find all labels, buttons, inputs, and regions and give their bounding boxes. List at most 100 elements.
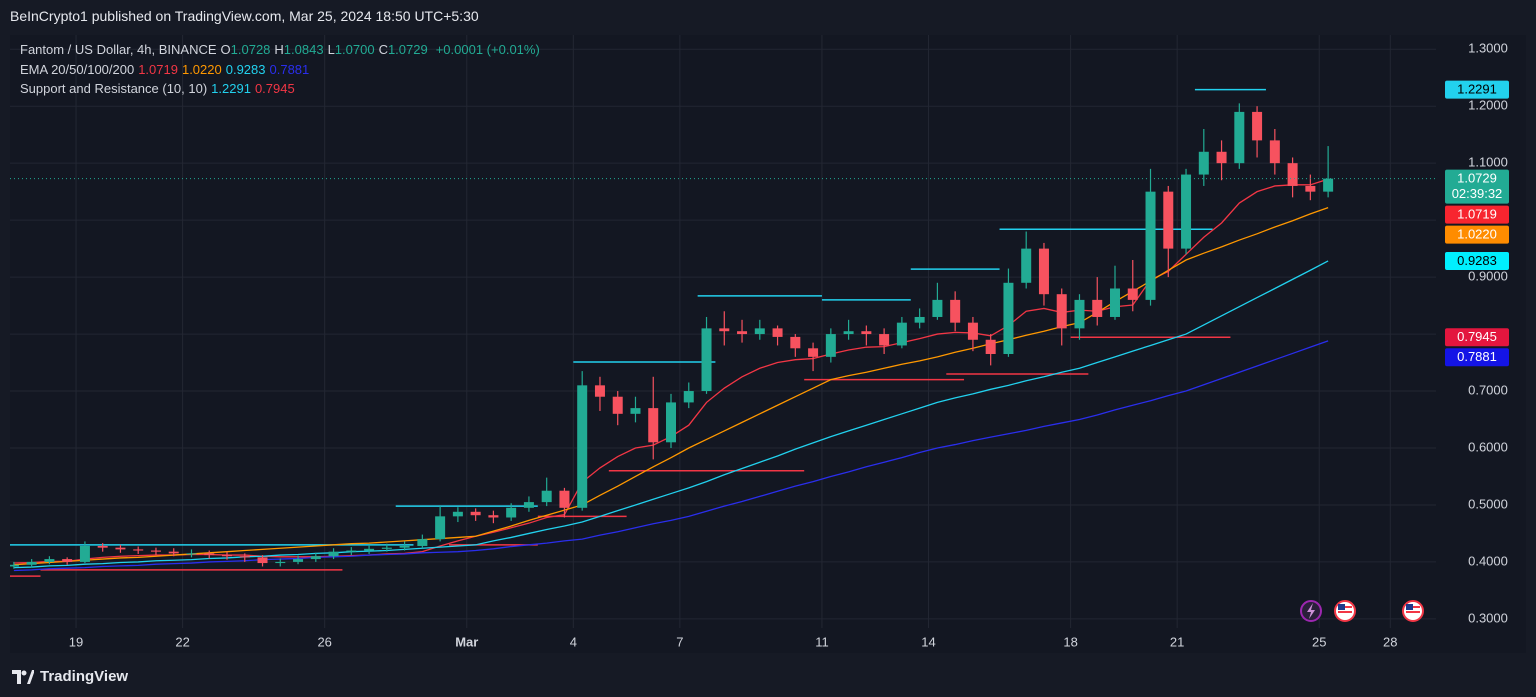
candle-body [1269, 140, 1280, 164]
price-tag-label: 1.0729 [1457, 171, 1497, 186]
x-tick-label: 25 [1312, 634, 1326, 649]
price-tag-label: 1.0220 [1457, 227, 1497, 242]
ema-value: 0.9283 [225, 61, 266, 77]
price-tag-label: 1.2291 [1457, 82, 1497, 97]
ohlc: O1.0728 H1.0843 L1.0700 C1.0729 [221, 42, 432, 57]
candle-body [985, 339, 996, 355]
y-tick-label: 0.4000 [1468, 553, 1508, 568]
candle-body [488, 515, 499, 518]
sr-title: Support and Resistance (10, 10) [20, 81, 208, 96]
candle-body [1074, 299, 1085, 329]
candle-body [523, 502, 534, 508]
price-tag-label: 0.7881 [1457, 349, 1497, 364]
candle-body [541, 490, 552, 503]
candle-body [506, 507, 517, 518]
price-tag [1445, 205, 1509, 224]
sr-value: 0.7945 [254, 81, 295, 96]
ema-values: 1.0719 1.0220 0.9283 0.7881 [138, 62, 313, 77]
candle-body [26, 561, 37, 565]
legend: Fantom / US Dollar, 4h, BINANCE O1.0728 H1… [20, 40, 544, 99]
candle-body [1305, 185, 1316, 192]
candle-body [97, 545, 108, 548]
price-tag [1445, 348, 1509, 367]
ema-line [13, 340, 1329, 572]
ohlc-key: C [378, 42, 388, 57]
y-tick-label: 0.7000 [1468, 382, 1508, 397]
ema-title: EMA 20/50/100/200 [20, 61, 135, 77]
candle-body [719, 328, 730, 332]
price-tag [1445, 169, 1509, 204]
x-tick-label: 18 [1063, 634, 1077, 649]
x-tick-label: 4 [570, 634, 577, 649]
candle-body [648, 408, 659, 443]
candle-body [435, 516, 446, 540]
countdown: 02:39:32 [1452, 186, 1503, 201]
candle-body [204, 553, 215, 556]
x-tick-label: 28 [1383, 634, 1397, 649]
legend-row: EMA 20/50/100/200 1.0719 1.0220 0.9283 0.788… [20, 60, 544, 80]
candle-body [328, 551, 339, 557]
candle-body [346, 550, 357, 552]
x-tick-label: 19 [69, 634, 83, 649]
candle-body [364, 548, 375, 551]
y-tick-label: 1.1000 [1468, 155, 1508, 170]
candle-body [808, 348, 819, 357]
price-tag-label: 0.9283 [1457, 253, 1497, 268]
symbol: Fantom / US Dollar, 4h, BINANCE [20, 42, 217, 57]
candle-body [843, 331, 854, 335]
candle-body [133, 549, 144, 551]
x-tick-label: 11 [815, 634, 829, 649]
candle-body [967, 322, 978, 340]
brand: TradingView [40, 668, 129, 685]
y-tick-label: 0.3000 [1468, 610, 1508, 625]
x-tick-label: 21 [1170, 634, 1184, 649]
candle-body [577, 385, 588, 508]
price-tag [1445, 225, 1509, 244]
candle-body [1110, 288, 1120, 317]
ema-value: 1.0719 [138, 61, 178, 77]
ohlc-value: 1.0700 [334, 42, 375, 57]
price-tag-label: 1.0719 [1457, 207, 1497, 222]
x-tick-label: Mar [455, 634, 478, 649]
price-tag-label: 0.7945 [1457, 329, 1497, 344]
y-tick-label: 0.9000 [1468, 269, 1508, 284]
candle-body [1145, 191, 1156, 300]
sr-values: 1.2291 0.7945 [211, 81, 299, 96]
candle-body [62, 559, 73, 562]
price-tag [1445, 251, 1509, 270]
candle-body [293, 559, 304, 562]
candle-body [239, 556, 250, 558]
y-tick-label: 0.6000 [1468, 439, 1508, 454]
candle-body [186, 553, 197, 555]
candle-body [932, 299, 943, 317]
candle-body [914, 316, 925, 323]
candle-body [1127, 288, 1138, 300]
change: +0.0001 (+0.01%) [435, 42, 540, 57]
ohlc-value: 1.0843 [283, 42, 324, 57]
footer: TradingView [12, 668, 128, 685]
x-tick-label: 26 [317, 634, 331, 649]
ohlc-value: 1.0729 [387, 42, 428, 57]
x-tick-label: 14 [921, 634, 935, 649]
candle-body [1021, 248, 1032, 283]
event-icons[interactable] [1300, 600, 1424, 622]
candle-body [701, 328, 712, 392]
ema-value: 1.0220 [181, 61, 222, 77]
price-tag [1445, 328, 1509, 347]
candle-body [1287, 163, 1298, 186]
ema-line [13, 206, 1329, 566]
candle-body [275, 561, 286, 564]
candle-body [879, 334, 890, 346]
candle-body [1216, 151, 1227, 164]
candle-body [10, 564, 19, 567]
candle-body [79, 545, 90, 562]
candle-body [310, 556, 321, 560]
candle-body [257, 557, 268, 564]
candle-body [1056, 294, 1067, 329]
candle-body [559, 490, 570, 508]
logo [12, 669, 34, 684]
ohlc-key: H [274, 42, 284, 57]
candle-body [470, 511, 481, 516]
candle-body [683, 391, 694, 403]
